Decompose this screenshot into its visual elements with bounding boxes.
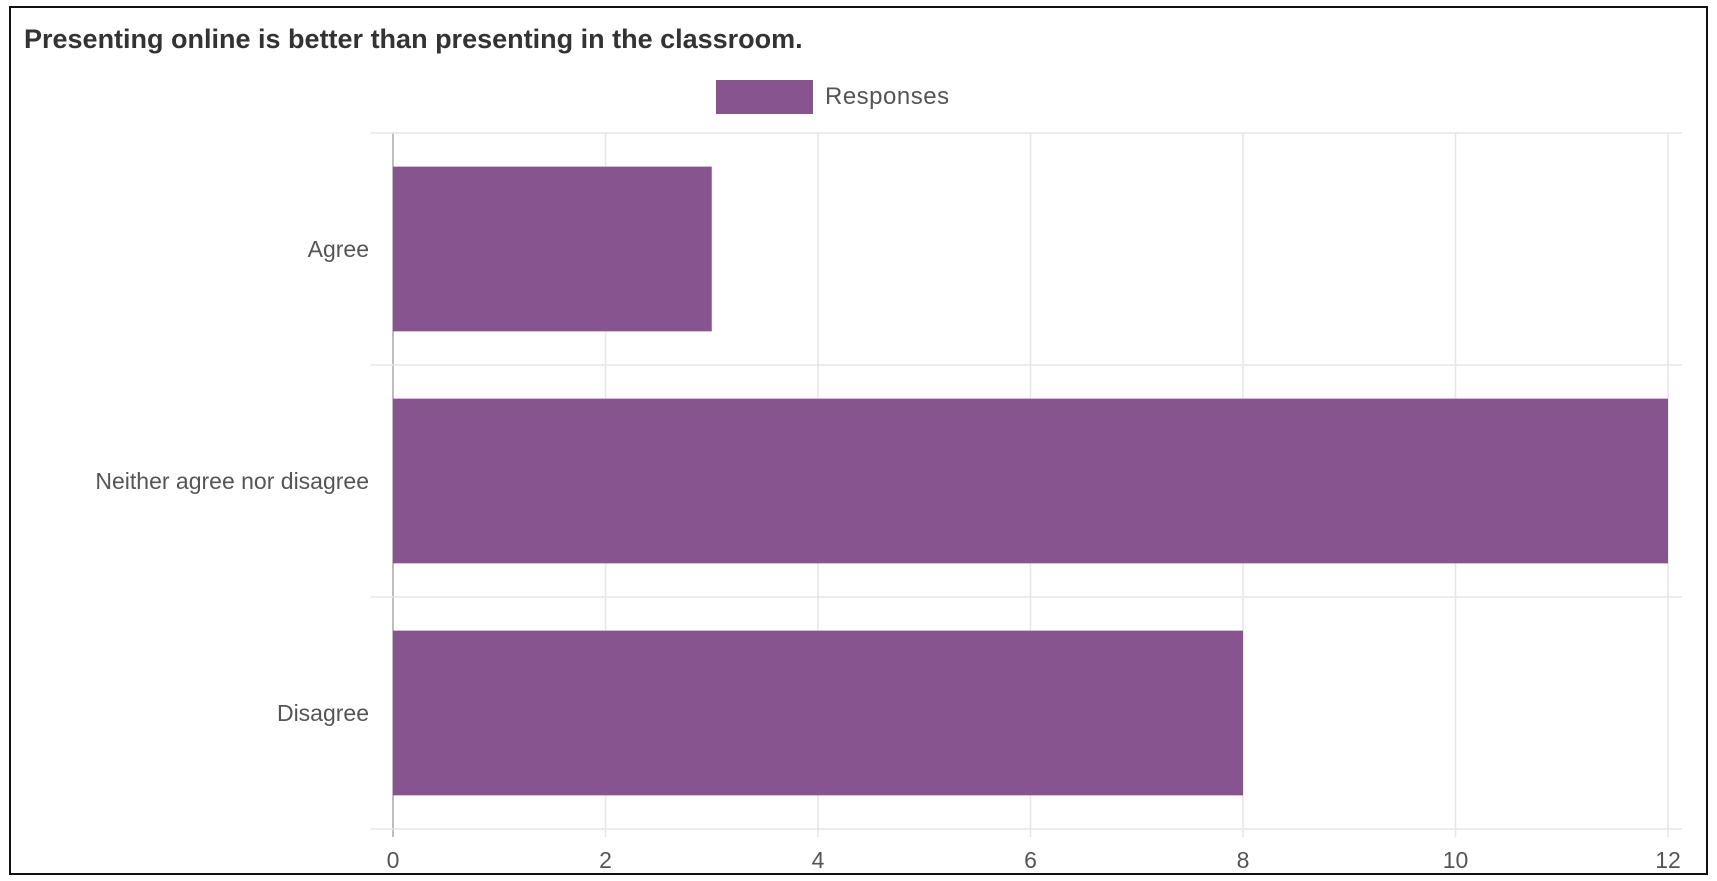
- category-label: Agree: [308, 236, 369, 262]
- bar-agree: [393, 166, 712, 332]
- legend-label-responses: Responses: [825, 83, 950, 110]
- legend: Responses: [716, 80, 950, 114]
- category-label: Neither agree nor disagree: [95, 468, 369, 494]
- x-tick-label: 12: [1655, 847, 1681, 873]
- legend-swatch: [716, 80, 813, 114]
- bars: [393, 166, 1668, 796]
- bar-disagree: [393, 630, 1243, 796]
- x-tick-label: 4: [812, 847, 825, 873]
- x-tick-label: 10: [1443, 847, 1469, 873]
- x-tick-label: 2: [599, 847, 612, 873]
- x-tick-label: 6: [1024, 847, 1037, 873]
- x-tick-label: 8: [1237, 847, 1250, 873]
- category-label: Disagree: [277, 700, 369, 726]
- category-labels: Agree Neither agree nor disagree Disagree: [95, 236, 369, 726]
- x-tick-label: 0: [387, 847, 400, 873]
- bar-neither-agree-nor-disagree: [393, 398, 1668, 564]
- x-axis-ticks: 0 2 4 6 8 10 12: [387, 847, 1681, 873]
- chart-title: Presenting online is better than present…: [24, 24, 803, 54]
